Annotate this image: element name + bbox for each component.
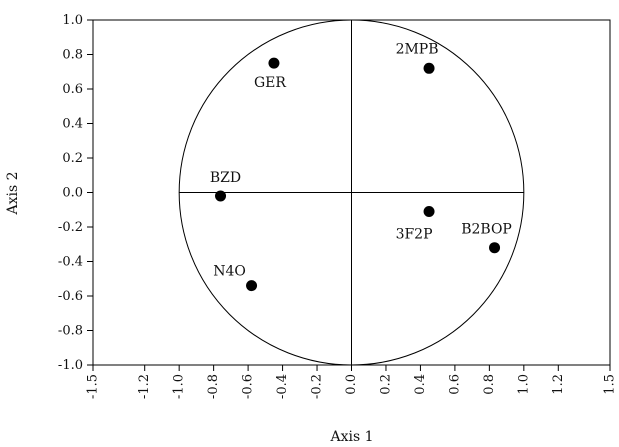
y-tick-label: 0.0 — [62, 186, 83, 201]
y-tick-label: -0.2 — [58, 220, 83, 235]
x-tick-label: 0.8 — [482, 374, 497, 395]
x-axis-title: Axis 1 — [329, 429, 373, 445]
points-layer: GER 2MPB BZD 3F2P B2BOP N4O — [210, 41, 512, 292]
point-label: 3F2P — [396, 226, 433, 242]
x-tick-label: -0.2 — [310, 374, 325, 399]
data-point — [423, 62, 435, 74]
point-label: N4O — [213, 264, 246, 280]
data-point — [246, 280, 258, 292]
y-tick-label: 1.0 — [62, 13, 83, 28]
x-tick-label: 0.4 — [413, 374, 428, 395]
x-tick-label: -0.8 — [206, 374, 221, 399]
data-point — [423, 205, 435, 217]
data-point — [215, 190, 227, 202]
point-label: GER — [254, 75, 286, 91]
x-ticks-layer: -1.5 -1.2 -1.0 -0.8 -0.6 -0.4 -0.2 0.0 0.2 0.4 0.6… — [86, 365, 618, 399]
y-tick-label: 0.4 — [62, 117, 83, 132]
origin-axes-layer — [179, 20, 524, 365]
y-ticks-layer: 1.0 0.8 0.6 0.4 0.2 0.0 -0.2 -0.4 -0.6 -0.8 -1.0 — [58, 13, 93, 373]
x-tick-label: 0.0 — [344, 374, 359, 395]
x-tick-label: -1.2 — [137, 374, 152, 399]
x-tick-label: 1.2 — [551, 374, 566, 395]
x-tick-label: -1.5 — [86, 374, 101, 399]
x-tick-label: 1.0 — [516, 374, 531, 395]
point-label: B2BOP — [461, 222, 512, 238]
y-tick-label: -0.6 — [58, 289, 83, 304]
x-tick-label: -1.0 — [172, 374, 187, 399]
y-tick-label: 0.6 — [62, 82, 83, 97]
x-tick-label: -0.6 — [241, 374, 256, 399]
point-label: BZD — [210, 170, 241, 186]
data-point — [268, 57, 280, 69]
data-point — [489, 242, 501, 254]
x-tick-label: -0.4 — [275, 374, 290, 399]
y-axis-title: Axis 2 — [5, 171, 21, 215]
y-tick-label: -0.4 — [58, 255, 83, 270]
y-tick-label: 0.2 — [62, 151, 83, 166]
y-tick-label: 0.8 — [62, 48, 83, 63]
y-tick-label: -1.0 — [58, 358, 83, 373]
x-tick-label: 0.6 — [447, 374, 462, 395]
x-tick-label: 1.5 — [603, 374, 618, 395]
point-label: 2MPB — [396, 41, 439, 57]
x-tick-label: 0.2 — [378, 374, 393, 395]
y-tick-label: -0.8 — [58, 324, 83, 339]
